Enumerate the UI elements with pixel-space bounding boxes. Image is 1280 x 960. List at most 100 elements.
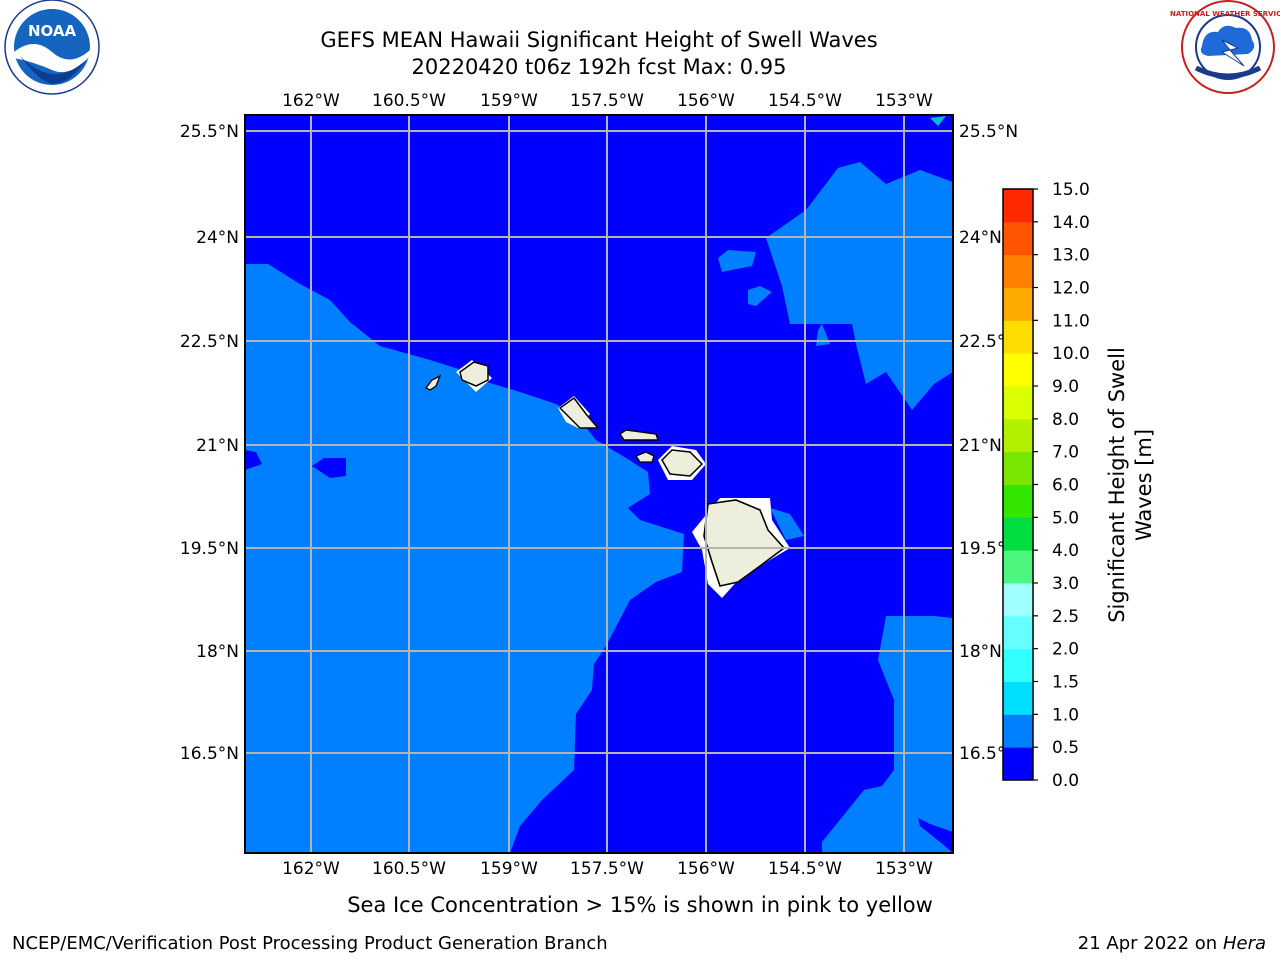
colorbar-tick-label: 0.5 bbox=[1052, 738, 1079, 758]
map-frame bbox=[244, 114, 954, 854]
colorbar-swatch bbox=[1003, 648, 1033, 682]
colorbar-swatch bbox=[1003, 221, 1033, 256]
colorbar-tick-label: 1.0 bbox=[1052, 705, 1079, 725]
lon-tick-label: 162°W bbox=[282, 91, 340, 111]
lat-tick-label: 16.5°N bbox=[180, 744, 239, 764]
colorbar-tick-labels: 0.0 0.5 1.0 1.5 2.0 2.5 3.0 4.0 5.0 6.0 7.0 8.0 9.0 1… bbox=[1052, 180, 1090, 791]
lon-tick-label: 156°W bbox=[677, 91, 735, 111]
colorbar-swatches bbox=[1003, 189, 1033, 781]
sea-ice-note: Sea Ice Concentration > 15% is shown in … bbox=[347, 893, 933, 917]
lon-tick-label: 154.5°W bbox=[768, 91, 842, 111]
colorbar-tick-label: 15.0 bbox=[1052, 180, 1090, 200]
chart-title: GEFS MEAN Hawaii Significant Height of S… bbox=[320, 28, 877, 52]
colorbar-tick-label: 2.0 bbox=[1052, 640, 1079, 660]
swell-patch bbox=[770, 508, 804, 540]
oahu-island bbox=[558, 396, 600, 429]
swell-pocket bbox=[918, 818, 953, 853]
colorbar-tick-label: 9.0 bbox=[1052, 377, 1079, 397]
lat-tick-label: 21°N bbox=[959, 436, 1002, 456]
nws-ring-text: NATIONAL WEATHER SERVICE bbox=[1170, 10, 1280, 18]
lon-tick-label: 160.5°W bbox=[372, 859, 446, 879]
swell-pocket bbox=[245, 450, 262, 470]
colorbar-ticks bbox=[1033, 188, 1038, 781]
colorbar-swatch bbox=[1003, 254, 1033, 288]
map-field bbox=[245, 115, 953, 853]
colorbar: 0.0 0.5 1.0 1.5 2.0 2.5 3.0 4.0 5.0 6.0 7.0 8.0 9.0 1… bbox=[1002, 180, 1090, 791]
lat-tick-label: 24°N bbox=[959, 228, 1002, 248]
lon-tick-label: 153°W bbox=[875, 91, 933, 111]
colorbar-swatch bbox=[1003, 189, 1033, 223]
swell-patch bbox=[930, 116, 946, 126]
footer-date-text: 21 Apr 2022 on bbox=[1078, 933, 1223, 954]
colorbar-swatch bbox=[1003, 583, 1033, 617]
colorbar-tick-label: 4.0 bbox=[1052, 541, 1079, 561]
lat-tick-label: 18°N bbox=[959, 642, 1002, 662]
lon-tick-label: 160.5°W bbox=[372, 91, 446, 111]
lat-ticks-left: 25.5°N 24°N 22.5°N 21°N 19.5°N 18°N 16.5… bbox=[180, 122, 239, 764]
lat-tick-label: 18°N bbox=[196, 642, 239, 662]
lon-tick-label: 159°W bbox=[480, 91, 538, 111]
colorbar-label-line1: Significant Height of Swell bbox=[1105, 347, 1129, 623]
maui-island bbox=[658, 446, 706, 480]
footer-host: Hera bbox=[1223, 933, 1266, 954]
colorbar-tick-label: 11.0 bbox=[1052, 311, 1090, 331]
lat-tick-label: 22.5°N bbox=[180, 332, 239, 352]
lon-tick-label: 153°W bbox=[875, 859, 933, 879]
map-gridlines bbox=[245, 115, 953, 853]
lon-tick-label: 162°W bbox=[282, 859, 340, 879]
swell-band-southeast bbox=[822, 616, 953, 853]
colorbar-swatch bbox=[1003, 484, 1033, 518]
lightning-icon bbox=[1220, 39, 1245, 67]
swell-band-northeast bbox=[766, 115, 953, 410]
kauai-island bbox=[456, 360, 492, 392]
colorbar-swatch bbox=[1003, 517, 1033, 551]
colorbar-swatch bbox=[1003, 287, 1033, 321]
noaa-logo-text: NOAA bbox=[28, 22, 77, 40]
seagull-icon bbox=[14, 44, 90, 73]
lat-tick-label: 25.5°N bbox=[959, 122, 1018, 142]
colorbar-tick-label: 0.0 bbox=[1052, 771, 1079, 791]
colorbar-tick-label: 6.0 bbox=[1052, 476, 1079, 496]
colorbar-label: Significant Height of Swell Waves [m] bbox=[1105, 347, 1156, 623]
colorbar-tick-label: 14.0 bbox=[1052, 213, 1090, 233]
cloud-icon bbox=[1200, 25, 1255, 56]
lon-tick-label: 156°W bbox=[677, 859, 735, 879]
lon-ticks-bottom: 162°W 160.5°W 159°W 157.5°W 156°W 154.5°… bbox=[282, 859, 933, 879]
lanai-island bbox=[635, 451, 655, 463]
lon-tick-label: 159°W bbox=[480, 859, 538, 879]
colorbar-tick-label: 7.0 bbox=[1052, 443, 1079, 463]
lon-ticks-top: 162°W 160.5°W 159°W 157.5°W 156°W 154.5°… bbox=[282, 91, 933, 111]
footer-date: 21 Apr 2022 on Hera bbox=[1078, 933, 1266, 954]
colorbar-swatch bbox=[1003, 386, 1033, 420]
molokai-island bbox=[619, 429, 659, 441]
noaa-logo: NOAA bbox=[4, 0, 100, 95]
lat-tick-label: 24°N bbox=[196, 228, 239, 248]
colorbar-tick-label: 5.0 bbox=[1052, 508, 1079, 528]
colorbar-swatch bbox=[1003, 550, 1033, 584]
lon-tick-label: 157.5°W bbox=[570, 91, 644, 111]
swell-pocket bbox=[312, 458, 346, 478]
colorbar-tick-label: 2.5 bbox=[1052, 607, 1079, 627]
chart-subtitle: 20220420 t06z 192h fcst Max: 0.95 bbox=[412, 55, 787, 79]
colorbar-swatch bbox=[1003, 747, 1033, 781]
colorbar-swatch bbox=[1003, 714, 1033, 748]
colorbar-swatch bbox=[1003, 615, 1033, 650]
colorbar-tick-label: 12.0 bbox=[1052, 279, 1090, 299]
swell-patch bbox=[748, 286, 772, 306]
colorbar-swatch bbox=[1003, 418, 1033, 453]
footer-credit: NCEP/EMC/Verification Post Processing Pr… bbox=[12, 933, 608, 954]
colorbar-label-line2: Waves [m] bbox=[1132, 429, 1156, 541]
lat-tick-label: 25.5°N bbox=[180, 122, 239, 142]
colorbar-tick-label: 13.0 bbox=[1052, 246, 1090, 266]
lat-tick-label: 21°N bbox=[196, 436, 239, 456]
colorbar-swatch bbox=[1003, 320, 1033, 354]
swell-band-west bbox=[245, 264, 684, 853]
lat-tick-label: 19.5°N bbox=[180, 539, 239, 559]
niihau-island bbox=[425, 374, 442, 391]
colorbar-tick-label: 3.0 bbox=[1052, 574, 1079, 594]
colorbar-tick-label: 1.5 bbox=[1052, 673, 1079, 693]
lon-tick-label: 157.5°W bbox=[570, 859, 644, 879]
colorbar-swatch bbox=[1003, 451, 1033, 485]
nws-logo: NATIONAL WEATHER SERVICE bbox=[1170, 0, 1280, 94]
